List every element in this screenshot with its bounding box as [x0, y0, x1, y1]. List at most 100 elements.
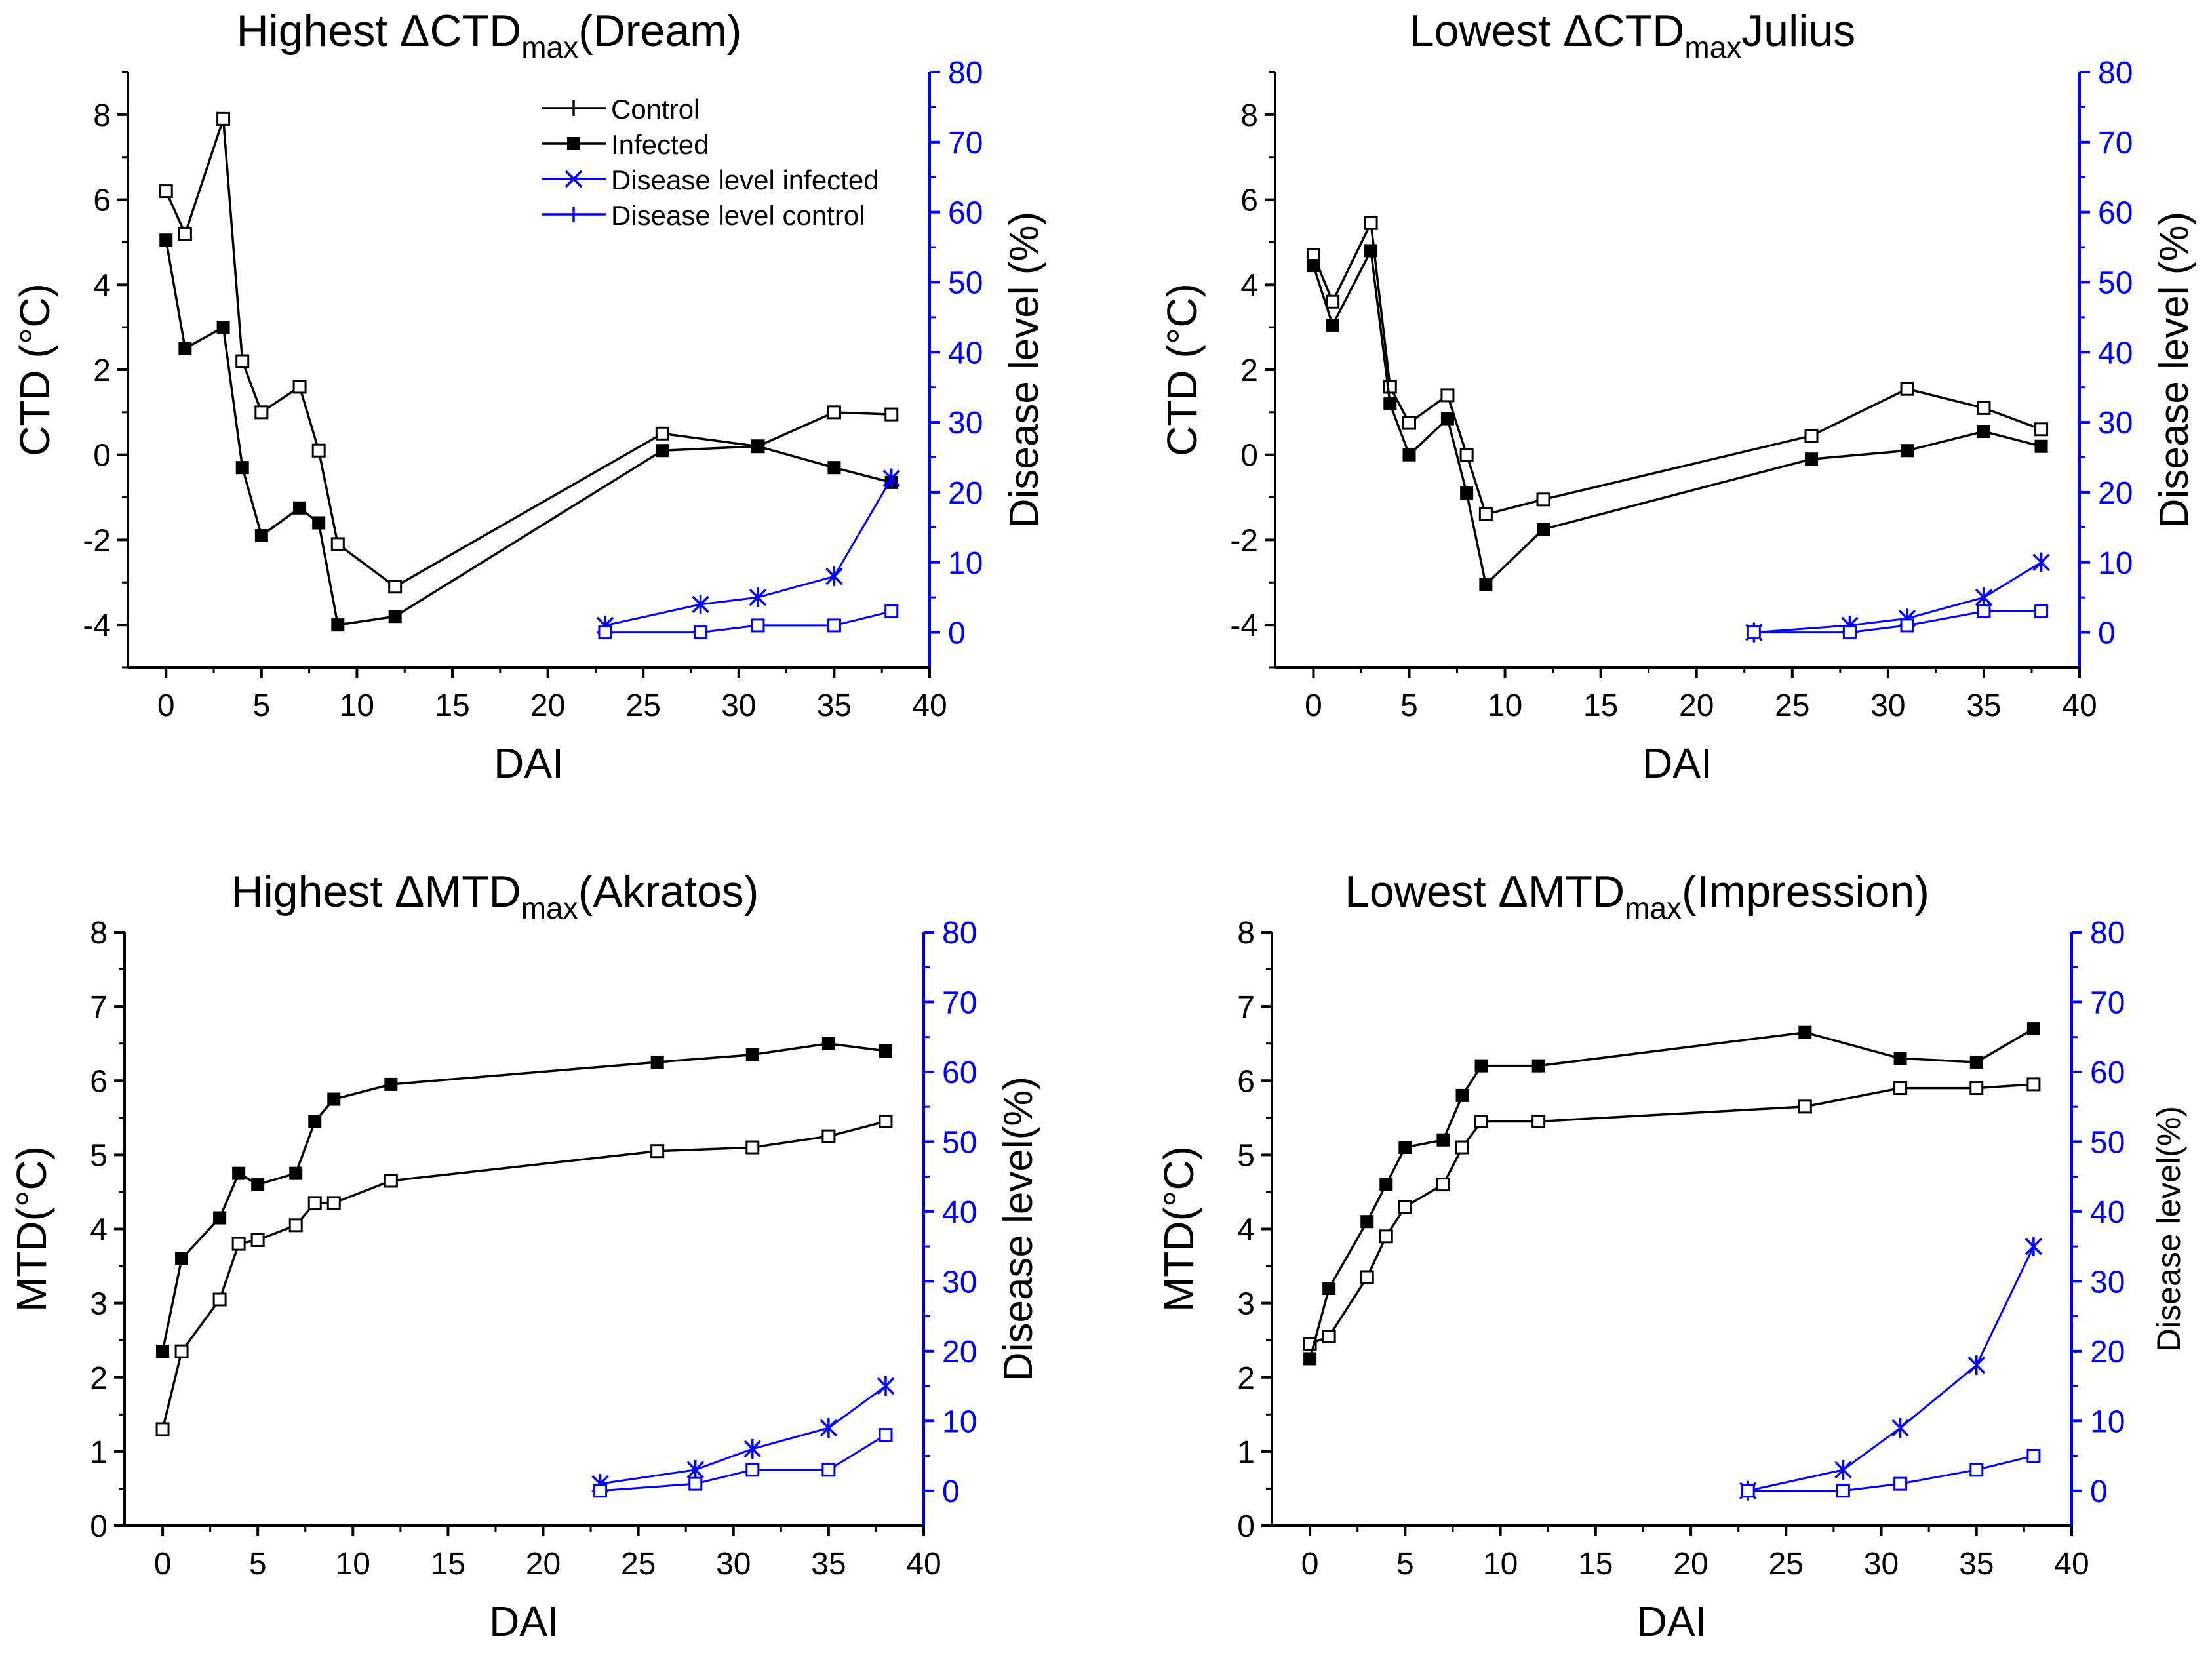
- y2-tick-label: 50: [942, 1125, 977, 1160]
- series-disease-level-infected: [1739, 1237, 2043, 1501]
- chart-title-subscript: max: [1684, 30, 1741, 64]
- series-disease-level-control: [593, 1428, 893, 1498]
- x-tick-label: 15: [435, 688, 469, 723]
- data-point: [1436, 1178, 1450, 1192]
- data-point: [326, 1196, 341, 1210]
- data-point: [593, 1484, 608, 1498]
- y-tick-label: 8: [90, 916, 108, 951]
- data-point: [1460, 486, 1474, 500]
- data-point: [1900, 382, 1914, 396]
- legend-label: Disease level control: [611, 200, 865, 231]
- x-tick-label: 20: [530, 688, 565, 723]
- data-point: [1360, 1215, 1374, 1229]
- data-point: [289, 1166, 303, 1180]
- x-tick-label: 15: [1578, 1547, 1613, 1581]
- y2-tick-label: 60: [2090, 1056, 2125, 1090]
- data-point: [292, 380, 307, 394]
- y-tick-label: 0: [1240, 439, 1258, 473]
- data-point: [1798, 1025, 1812, 1039]
- series-line: [600, 1385, 886, 1485]
- data-point: [1398, 1141, 1412, 1155]
- series-line: [161, 1042, 886, 1352]
- data-point: [1383, 380, 1397, 394]
- y2-tick-label: 60: [948, 196, 983, 231]
- data-point: [254, 528, 268, 542]
- y2-tick-label: 30: [948, 406, 983, 441]
- data-point: [879, 1428, 893, 1442]
- series-line: [1754, 561, 2042, 634]
- x-tick-label: 15: [431, 1547, 465, 1581]
- x-tick-label: 20: [1679, 688, 1714, 723]
- x-axis-title: DAI: [489, 1598, 559, 1645]
- x-tick-label: 5: [249, 1547, 267, 1581]
- data-point: [2026, 1022, 2040, 1036]
- data-point: [178, 226, 192, 241]
- data-point: [1455, 1088, 1469, 1102]
- y2-tick-label: 0: [948, 616, 966, 651]
- data-point: [231, 1237, 246, 1251]
- data-point: [388, 610, 402, 624]
- data-point: [1398, 1200, 1412, 1214]
- data-point: [745, 1140, 760, 1155]
- data-point: [827, 405, 841, 420]
- legend-label: Disease level infected: [611, 165, 879, 195]
- data-point: [1969, 1463, 1984, 1477]
- y2-tick-label: 10: [948, 546, 983, 581]
- series-infected: [159, 233, 898, 632]
- data-point: [1900, 618, 1914, 633]
- data-point: [694, 625, 708, 640]
- chart-title: Lowest ΔMTDmax(Impression): [1345, 867, 1929, 925]
- data-point: [655, 426, 669, 441]
- data-point: [1834, 1459, 1852, 1480]
- x-tick-label: 35: [811, 1547, 846, 1581]
- data-point: [155, 1422, 170, 1436]
- data-point: [288, 1218, 303, 1233]
- y-tick-label: 6: [1240, 184, 1258, 218]
- series-line: [1309, 1027, 2034, 1359]
- data-point: [254, 405, 269, 420]
- data-point: [820, 1417, 838, 1438]
- data-point: [751, 618, 765, 633]
- data-point: [1977, 401, 1991, 415]
- chart-title-suffix: Julius: [1741, 6, 1855, 56]
- data-point: [743, 1438, 762, 1459]
- y2-tick-label: 0: [942, 1475, 960, 1509]
- data-point: [175, 1252, 189, 1265]
- y-tick-label: 4: [93, 268, 111, 303]
- x-tick-label: 30: [1870, 688, 1905, 723]
- y-axis-title: CTD (°C): [11, 283, 58, 456]
- legend-item: Disease level infected: [542, 165, 879, 195]
- data-point: [308, 1115, 322, 1128]
- data-point: [650, 1055, 664, 1069]
- chart-title-main: Lowest ΔCTD: [1410, 6, 1685, 56]
- y-tick-label: -4: [83, 608, 111, 643]
- y-tick-label: 1: [1237, 1435, 1255, 1470]
- x-tick-label: 20: [1673, 1547, 1708, 1581]
- series-line: [1748, 1455, 2034, 1492]
- y-tick-label: 5: [90, 1138, 108, 1173]
- x-tick-label: 5: [252, 688, 270, 723]
- y2-tick-label: 10: [942, 1404, 977, 1439]
- y2-tick-label: 30: [2098, 406, 2133, 441]
- chart-panel-4: Lowest ΔMTDmax(Impression)0 5 10 15 20 25 30 35…: [1155, 867, 2187, 1645]
- data-point: [2034, 422, 2049, 437]
- x-tick-label: 30: [1864, 1547, 1899, 1581]
- x-tick-label: 0: [1301, 1547, 1319, 1581]
- data-point: [2034, 439, 2048, 453]
- x-tick-label: 35: [1959, 1547, 1994, 1581]
- y-tick-label: 4: [1237, 1213, 1255, 1248]
- series-disease-level-infected: [596, 468, 900, 635]
- y2-tick-label: 30: [2090, 1265, 2125, 1299]
- series-infected: [1303, 1022, 2040, 1366]
- series-control: [1306, 216, 2049, 522]
- data-point: [212, 1292, 227, 1307]
- legend-label: Control: [611, 94, 700, 125]
- data-point: [1893, 1476, 1908, 1491]
- series-control: [155, 1114, 893, 1436]
- data-point: [1322, 1330, 1336, 1344]
- data-point: [235, 461, 249, 475]
- legend-label: Infected: [611, 129, 709, 160]
- y2-tick-label: 70: [942, 985, 977, 1020]
- y-tick-label: 8: [93, 98, 111, 133]
